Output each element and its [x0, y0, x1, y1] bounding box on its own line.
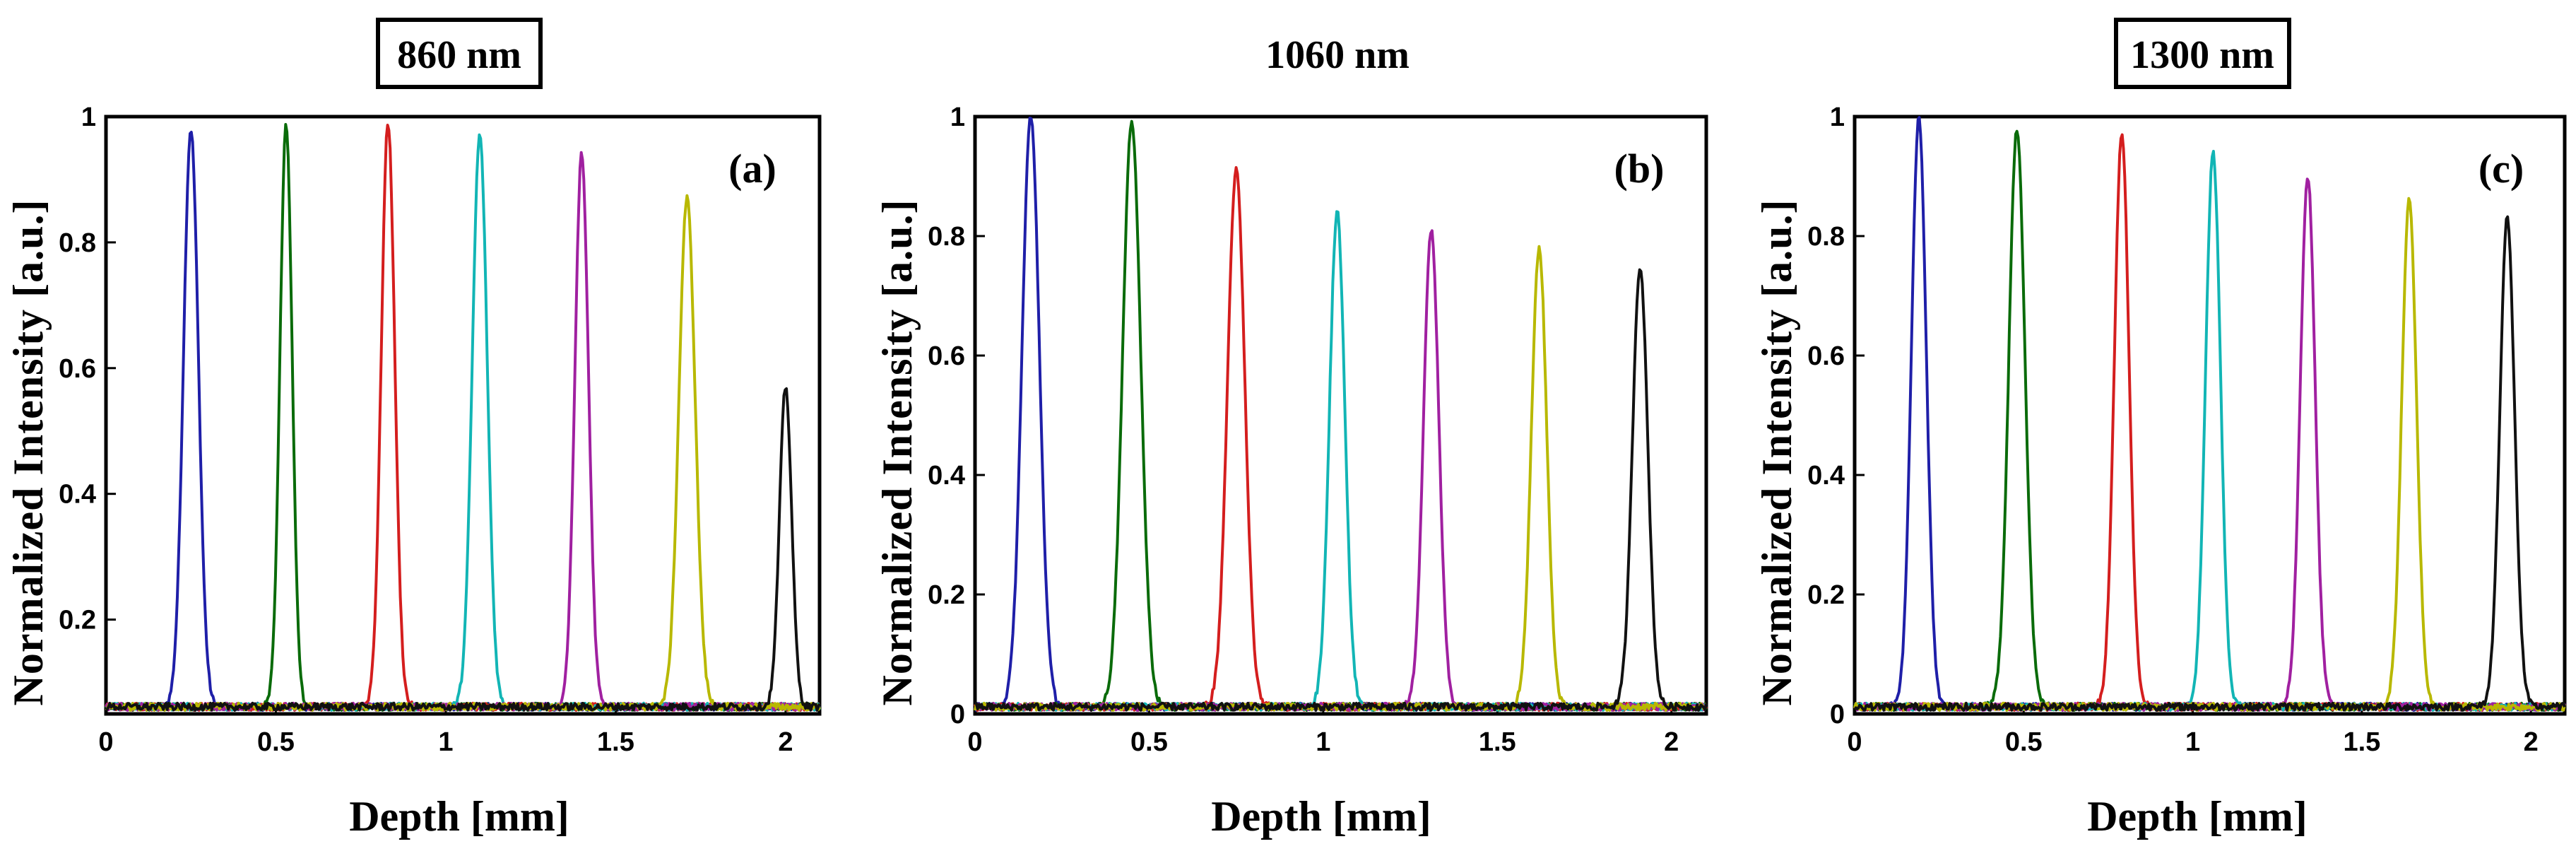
y-tick-label-b: 1: [950, 102, 965, 132]
panel-tag-b: (b): [1614, 146, 1665, 192]
ylabel-b: Normalized Intensity [a.u.]: [874, 199, 921, 706]
y-tick-label-b: 0.8: [928, 222, 965, 252]
y-tick-label-c: 0.8: [1807, 222, 1845, 252]
panel-c: 1300 nm Normalized Intensity [a.u.] Dept…: [1754, 18, 2567, 840]
y-tick-label-b: 0.4: [928, 461, 965, 491]
x-tick-label-a: 2: [778, 727, 793, 757]
plot-area-b: 0 0.5 1 1.5 2 0 0.2 0.4 0.6 0.8 1: [928, 102, 1708, 757]
y-tick-label-c: 0: [1830, 700, 1845, 729]
panel-tag-c: (c): [2478, 146, 2524, 192]
series-line-c-6: [1853, 197, 2566, 712]
xlabel-b: Depth [mm]: [1211, 793, 1431, 840]
axes-frame-c: [1853, 115, 2567, 716]
x-tick-label-b: 0: [967, 727, 982, 757]
y-tick-label-c: 0.2: [1807, 580, 1845, 610]
x-tick-label-a: 0: [98, 727, 113, 757]
x-tick-label-c: 2: [2524, 727, 2539, 757]
x-tick-label-c: 1.5: [2343, 727, 2380, 757]
x-tick-label-b: 2: [1664, 727, 1679, 757]
series-line-a-6: [105, 194, 821, 712]
ylabel-a: Normalized Intensity [a.u.]: [5, 199, 52, 706]
series-line-a-1: [105, 131, 820, 712]
panel-tag-a: (a): [728, 146, 776, 192]
x-tick-label-a: 0.5: [257, 727, 295, 757]
series-line-a-5: [105, 151, 820, 712]
plot-area-c: 0 0.5 1 1.5 2 0 0.2 0.4 0.6 0.8 1: [1807, 102, 2567, 757]
x-tick-label-c: 1: [2185, 727, 2200, 757]
x-tick-label-c: 0: [1847, 727, 1862, 757]
plot-area-a: 0 0.5 1 1.5 2 0.2 0.4 0.6 0.8 1: [59, 102, 822, 757]
ylabel-c: Normalized Intensity [a.u.]: [1754, 199, 1800, 706]
series-line-b-7: [974, 268, 1708, 712]
title-box-c: [2114, 18, 2291, 89]
x-tick-label-b: 1: [1316, 727, 1330, 757]
series-line-b-1: [974, 117, 1707, 712]
panel-a: 860 nm Normalized Intensity [a.u.] Depth…: [5, 18, 822, 840]
y-tick-label-c: 0.6: [1807, 341, 1845, 371]
title-a: 860 nm: [397, 33, 521, 77]
title-b: 1060 nm: [1265, 33, 1410, 77]
y-tick-label-b: 0: [950, 700, 965, 729]
x-tick-label-c: 0.5: [2005, 727, 2043, 757]
axes-frame-a: [104, 115, 822, 716]
x-tick-label-a: 1: [438, 727, 453, 757]
title-c: 1300 nm: [2130, 33, 2274, 77]
x-tick-label-b: 1.5: [1479, 727, 1516, 757]
title-box-a: [376, 18, 543, 89]
x-tick-label-b: 0.5: [1130, 727, 1168, 757]
axes-frame-b: [973, 115, 1708, 716]
y-tick-label-c: 0.4: [1807, 461, 1845, 491]
panel-b: 1060 nm Normalized Intensity [a.u.] Dept…: [874, 33, 1708, 840]
series-line-b-4: [974, 210, 1708, 712]
series-line-c-5: [1853, 177, 2566, 712]
y-tick-label-a: 0.4: [59, 480, 96, 510]
series-line-c-4: [1853, 150, 2566, 712]
y-tick-label-a: 0.6: [59, 354, 96, 384]
y-tick-label-a: 0.8: [59, 228, 96, 258]
xlabel-c: Depth [mm]: [2087, 793, 2308, 840]
series-line-b-6: [974, 245, 1707, 712]
series-line-b-2: [974, 119, 1708, 712]
y-tick-label-a: 1: [81, 102, 96, 132]
series-line-c-7: [1853, 215, 2566, 712]
y-tick-label-a: 0.2: [59, 606, 96, 635]
series-line-a-2: [105, 123, 821, 712]
series-line-a-3: [105, 124, 821, 712]
x-tick-label-a: 1.5: [597, 727, 634, 757]
series-line-a-7: [105, 387, 821, 712]
y-tick-label-b: 0.6: [928, 341, 965, 371]
series-line-a-4: [105, 133, 821, 712]
y-tick-label-c: 1: [1830, 102, 1845, 132]
y-tick-label-b: 0.2: [928, 580, 965, 610]
xlabel-a: Depth [mm]: [349, 793, 569, 840]
